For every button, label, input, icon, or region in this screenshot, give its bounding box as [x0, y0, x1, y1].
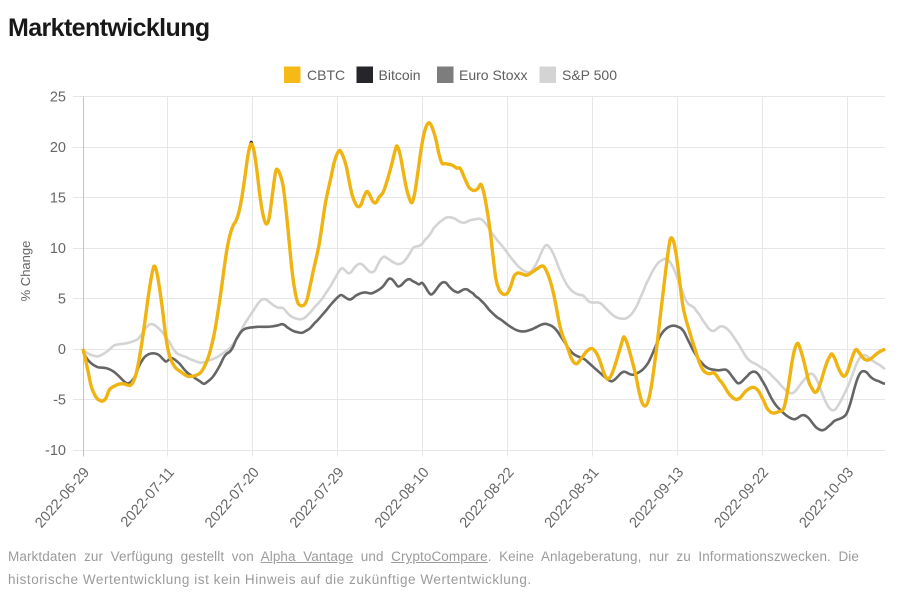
svg-text:CBTC: CBTC	[307, 67, 345, 83]
svg-text:10: 10	[50, 241, 66, 257]
svg-text:2022-07-20: 2022-07-20	[202, 465, 263, 531]
svg-text:2022-08-10: 2022-08-10	[372, 465, 433, 531]
svg-text:Euro Stoxx: Euro Stoxx	[459, 67, 527, 83]
svg-text:-5: -5	[53, 393, 66, 409]
svg-text:2022-08-22: 2022-08-22	[457, 465, 518, 531]
svg-text:2022-07-29: 2022-07-29	[287, 465, 348, 531]
svg-text:-10: -10	[45, 443, 66, 459]
svg-text:Bitcoin: Bitcoin	[379, 67, 421, 83]
svg-text:2022-09-13: 2022-09-13	[627, 465, 688, 531]
svg-text:5: 5	[58, 292, 66, 308]
svg-text:15: 15	[50, 191, 66, 207]
svg-text:2022-06-29: 2022-06-29	[32, 465, 93, 531]
svg-text:% Change: % Change	[18, 241, 33, 302]
svg-text:2022-09-22: 2022-09-22	[712, 465, 773, 531]
svg-text:2022-08-31: 2022-08-31	[542, 465, 603, 531]
svg-text:20: 20	[50, 140, 66, 156]
svg-text:25: 25	[50, 90, 66, 106]
svg-text:0: 0	[58, 342, 66, 358]
svg-text:2022-10-03: 2022-10-03	[796, 465, 857, 531]
svg-text:2022-07-11: 2022-07-11	[118, 465, 178, 531]
svg-text:S&P 500: S&P 500	[562, 67, 617, 83]
